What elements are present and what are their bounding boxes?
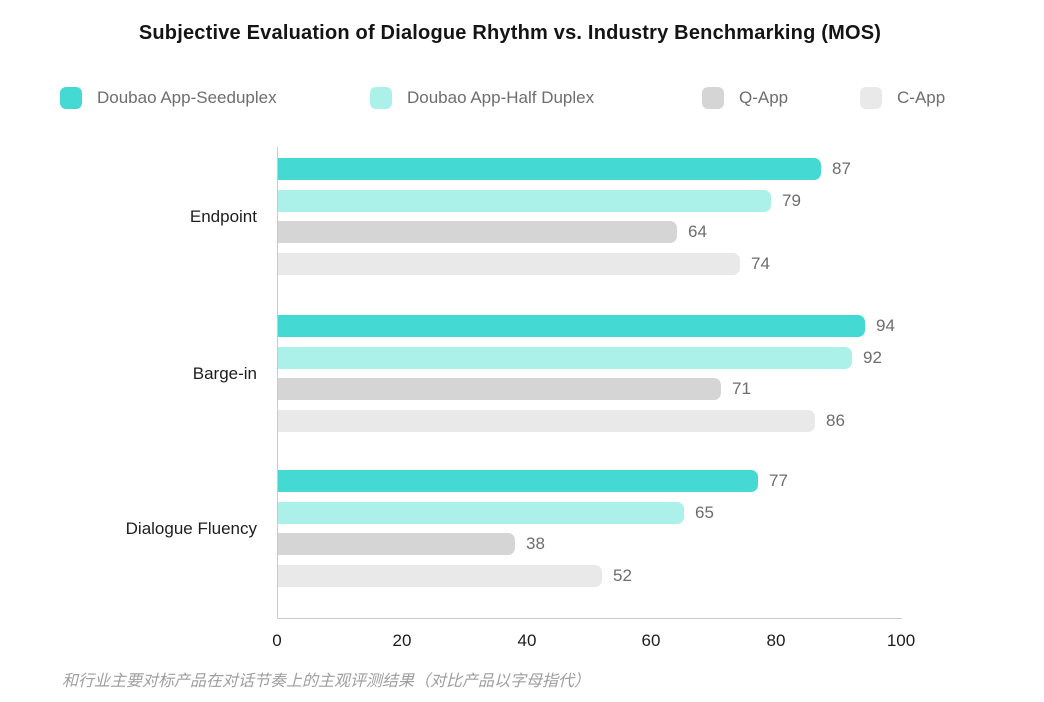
legend: Doubao App-Seeduplex Doubao App-Half Dupl…	[0, 85, 1044, 111]
bar-value-label: 71	[732, 379, 751, 399]
bar-value-label: 92	[863, 347, 882, 367]
bar-endpoint-series-4	[278, 253, 740, 276]
bar-dialogue-fluency-series-3	[278, 533, 515, 556]
bar-value-label: 87	[832, 159, 851, 178]
legend-label: C-App	[897, 88, 946, 107]
bar-row: 71	[278, 378, 902, 401]
legend-label: Doubao App-Seeduplex	[97, 88, 277, 107]
x-tick-label-60: 60	[641, 631, 661, 650]
bar-row: 77	[278, 470, 902, 492]
legend-swatch	[702, 87, 724, 109]
x-axis: 0 20 40 60 80 100	[0, 631, 1044, 655]
bar-row: 65	[278, 501, 902, 524]
bar-barge-in-series-3	[278, 378, 721, 401]
bar-row: 64	[278, 221, 902, 244]
legend-swatch	[60, 87, 82, 109]
bar-barge-in-series-1	[278, 315, 865, 337]
bar-value-label: 86	[826, 411, 845, 431]
bar-row: 86	[278, 410, 902, 433]
legend-label: Q-App	[739, 88, 789, 107]
legend-item-3: Q-App	[702, 85, 788, 111]
bar-endpoint-series-1	[278, 158, 821, 180]
bar-row: 87	[278, 158, 902, 180]
bar-endpoint-series-2	[278, 189, 771, 212]
bar-dialogue-fluency-series-2	[278, 501, 684, 524]
bar-row: 74	[278, 253, 902, 276]
legend-item-4: C-App	[860, 85, 945, 111]
bar-value-label: 77	[769, 471, 788, 490]
category-label-dialogue-fluency: Dialogue Fluency	[125, 519, 257, 538]
x-tick-label-20: 20	[392, 631, 412, 650]
bar-dialogue-fluency-series-4	[278, 565, 602, 588]
plot-area: 87 79 64 74 94 92 71 86 77 65 38 52	[277, 147, 902, 619]
bar-value-label: 79	[782, 190, 801, 210]
bar-barge-in-series-4	[278, 410, 815, 433]
bar-row: 94	[278, 315, 902, 337]
x-tick-label-40: 40	[517, 631, 537, 650]
category-label-endpoint: Endpoint	[189, 207, 257, 226]
chart-title: Subjective Evaluation of Dialogue Rhythm…	[138, 22, 882, 44]
x-tick-label-80: 80	[766, 631, 786, 650]
x-tick-label-100: 100	[886, 631, 916, 650]
legend-item-2: Doubao App-Half Duplex	[370, 85, 594, 111]
x-tick-label-0: 0	[272, 631, 282, 650]
category-label-barge-in: Barge-in	[192, 364, 257, 383]
bar-row: 52	[278, 565, 902, 588]
legend-item-1: Doubao App-Seeduplex	[60, 85, 277, 111]
legend-swatch	[860, 87, 882, 109]
bar-value-label: 74	[751, 254, 770, 274]
bar-value-label: 65	[695, 502, 714, 522]
bar-value-label: 52	[613, 566, 632, 586]
bar-endpoint-series-3	[278, 221, 677, 244]
bar-barge-in-series-2	[278, 346, 852, 369]
bar-dialogue-fluency-series-1	[278, 470, 758, 492]
chart-caption: 和行业主要对标产品在对话节奏上的主观评测结果（对比产品以字母指代）	[62, 673, 591, 690]
bar-row: 79	[278, 189, 902, 212]
legend-label: Doubao App-Half Duplex	[407, 88, 595, 107]
bar-value-label: 38	[526, 534, 545, 554]
legend-swatch	[370, 87, 392, 109]
bar-value-label: 64	[688, 222, 707, 242]
bar-value-label: 94	[876, 316, 895, 335]
bar-row: 92	[278, 346, 902, 369]
bar-row: 38	[278, 533, 902, 556]
